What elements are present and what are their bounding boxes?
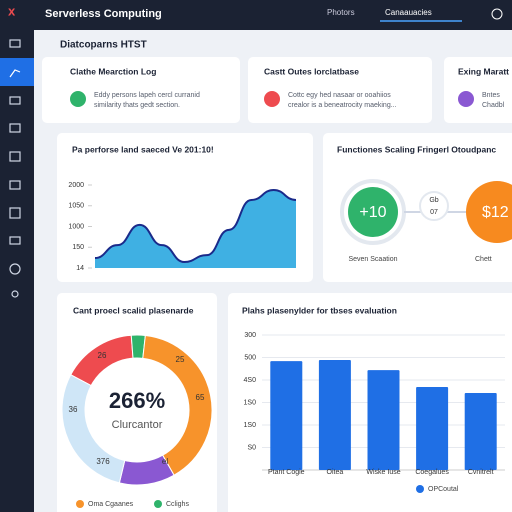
card-text: Chadbl — [482, 102, 505, 109]
area — [95, 189, 296, 268]
nav-icon[interactable] — [9, 263, 21, 275]
bar — [367, 370, 400, 470]
scaling-panel: Functiones Scaling Fringerl Otoudpanc +1… — [337, 144, 512, 263]
app-title: Serverless Computing — [45, 8, 162, 20]
metric-circle — [466, 181, 512, 243]
nav-icon[interactable] — [9, 39, 21, 48]
card — [444, 57, 512, 123]
metric-circle — [348, 187, 398, 237]
bar — [464, 393, 497, 470]
card-icon — [70, 91, 86, 107]
tab[interactable]: Photors — [327, 8, 355, 17]
bar — [270, 361, 303, 470]
y-tick-label: 300 — [244, 332, 256, 339]
x-tick-label: Cvnitrelt — [468, 469, 494, 476]
legend-label: OPCoutal — [428, 486, 459, 493]
y-tick-label: 500 — [244, 354, 256, 361]
card-text: Eddy persons lapeh cercl curranid — [94, 92, 200, 99]
panel-title: Plahs plasenylder for tbses evaluation — [242, 305, 397, 315]
top-bar — [0, 0, 512, 30]
legend-swatch — [154, 500, 162, 508]
nav-icon[interactable] — [9, 69, 21, 78]
segment-label: 65 — [196, 393, 205, 402]
center-label: Clurcantor — [112, 419, 163, 431]
y-tick-label: 2000 — [68, 182, 84, 189]
panel-title: Cant proecl scalid plasenarde — [73, 305, 194, 315]
segment-label: 26 — [98, 351, 107, 360]
nav-icon[interactable] — [9, 207, 21, 219]
x-tick-label: Ptant Cogie — [268, 469, 305, 476]
segment-label: 376 — [96, 457, 110, 466]
metric-label: Seven Scaation — [348, 256, 397, 263]
card-icon — [264, 91, 280, 107]
nav-icon[interactable] — [9, 96, 21, 105]
nav-icon[interactable] — [9, 180, 21, 190]
y-tick-label: 14 — [76, 265, 84, 272]
segment-label: 25 — [176, 355, 185, 364]
cards: Clathe Mearction Log Eddy persons lapeh … — [42, 57, 512, 123]
card — [42, 57, 240, 123]
y-tick-label: 150 — [72, 244, 84, 251]
y-tick-label: S0 — [247, 444, 256, 451]
panel-title: Functiones Scaling Fringerl Otoudpanc — [337, 144, 496, 154]
y-tick-label: 4S0 — [244, 377, 257, 384]
y-tick-label: 1S0 — [244, 399, 257, 406]
y-tick-label: 1S0 — [244, 422, 257, 429]
metric-value: $12 — [482, 204, 509, 221]
x-tick-label: Oitea — [327, 469, 344, 476]
card — [248, 57, 432, 123]
card-text: crealor is a beneatrocity maeking... — [288, 102, 397, 109]
panel-title: Pa perforse land saeced Ve 201:10! — [72, 144, 214, 154]
y-tick-label: 1000 — [68, 223, 84, 230]
settings-icon[interactable] — [491, 8, 503, 20]
legend-label: Cclighs — [166, 501, 189, 508]
sidebar — [0, 30, 34, 512]
nav-icon[interactable] — [9, 123, 21, 133]
card-title: Clathe Mearction Log — [70, 66, 156, 76]
nav-icon[interactable] — [9, 236, 21, 245]
legend-swatch — [76, 500, 84, 508]
card-icon — [458, 91, 474, 107]
metric-value: +10 — [359, 204, 386, 221]
tab[interactable]: Canaauacies — [385, 8, 432, 17]
nav-icon[interactable] — [11, 290, 19, 298]
page-title: Diatcoparns HTST — [60, 40, 147, 51]
middle-node — [419, 191, 449, 221]
segment-label: 36 — [69, 405, 78, 414]
nav-icon[interactable] — [9, 151, 21, 162]
middle-text: Gb — [429, 197, 438, 204]
y-tick-label: 1050 — [68, 203, 84, 210]
bar — [416, 386, 449, 470]
sidebar-active[interactable] — [0, 58, 34, 86]
metric-label: Chett — [475, 256, 492, 263]
sidebar-icons — [9, 39, 21, 298]
card-text: Bntes — [482, 92, 500, 99]
middle-text: 07 — [430, 209, 438, 216]
x-tick-label: Wiske Iuse — [366, 469, 400, 476]
legend-swatch — [416, 485, 424, 493]
center-value: 266% — [109, 388, 165, 413]
segment-label: el — [162, 457, 168, 466]
card-title: Exing Maratt — [458, 66, 509, 76]
donut-hole — [85, 358, 189, 462]
card-text: Cottc egy hed nasaar or ooahiios — [288, 92, 391, 99]
line — [94, 188, 297, 263]
bar — [318, 359, 351, 470]
card-title: Castt Outes lorclatbase — [264, 66, 359, 76]
logo: x — [8, 3, 16, 18]
card-text: similarity thats gedt section. — [94, 102, 180, 109]
x-tick-label: Coegalues — [415, 469, 449, 476]
legend-label: Oma Cgaanes — [88, 501, 134, 508]
